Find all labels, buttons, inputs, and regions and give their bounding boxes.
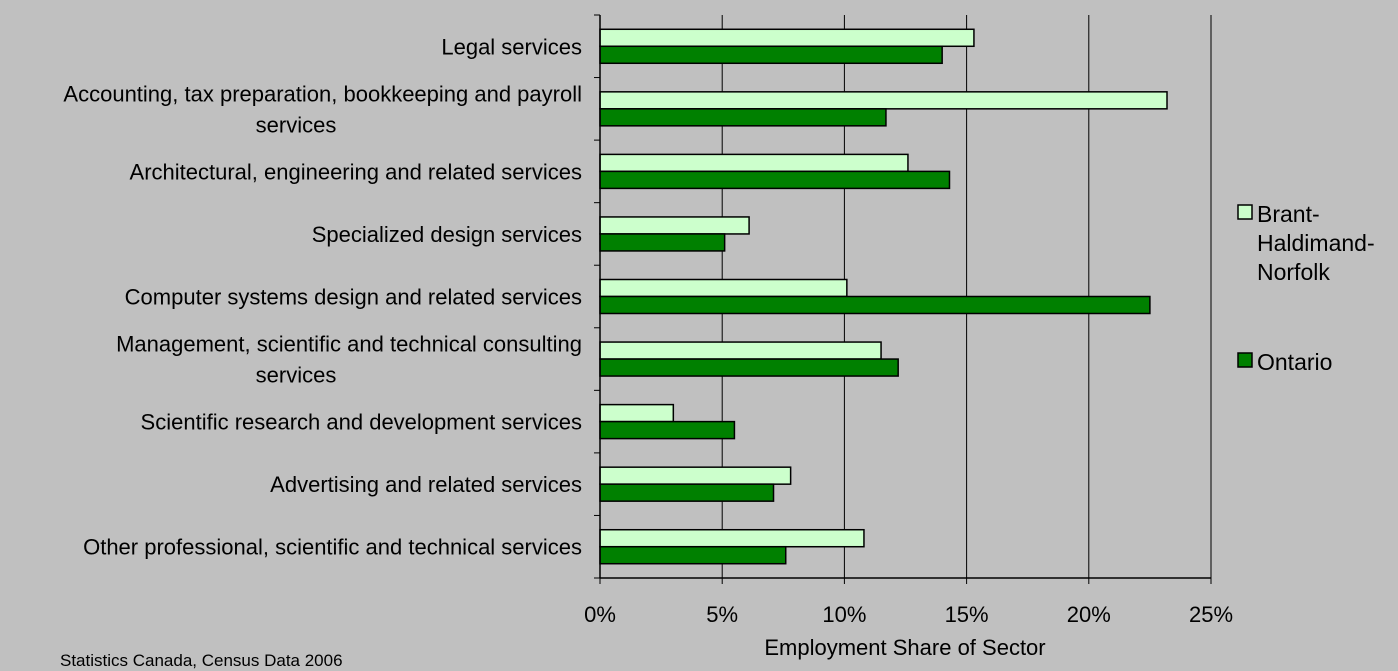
category-label: Other professional, scientific and techn… (83, 535, 582, 560)
legend-label: Brant- (1257, 201, 1320, 227)
bar-ontario (599, 170, 951, 190)
bar-ontario (599, 483, 775, 502)
bar-ontario (599, 545, 787, 565)
category-label: services (256, 112, 337, 137)
category-label: Scientific research and development serv… (141, 410, 582, 435)
bar-brant-haldimand-norfolk (599, 153, 909, 173)
bar-ontario (599, 358, 899, 377)
legend-swatch (1237, 204, 1253, 220)
bar-ontario (599, 295, 1151, 315)
tick-labels: 0% 5% 10% 15% 20% 25% (584, 602, 1233, 627)
category-label: Advertising and related services (270, 472, 582, 497)
legend-label: Ontario (1257, 349, 1332, 375)
bar-brant-haldimand-norfolk (599, 216, 750, 235)
x-tick-label: 5% (706, 602, 738, 627)
bars (599, 28, 1168, 565)
x-tick-label: 15% (945, 602, 989, 627)
x-tick-label: 20% (1067, 602, 1111, 627)
bar-ontario (599, 108, 887, 127)
category-labels: Legal services Accounting, tax preparatio… (63, 34, 582, 559)
legend: Brant- Haldimand- Norfolk Ontario (1237, 201, 1375, 375)
category-label: Architectural, engineering and related s… (130, 159, 582, 184)
bar-ontario (599, 233, 726, 252)
x-axis-title: Employment Share of Sector (764, 635, 1045, 660)
bar-brant-haldimand-norfolk (599, 528, 865, 548)
x-tick-label: 25% (1189, 602, 1233, 627)
bar-ontario (599, 420, 736, 440)
bar-ontario (599, 45, 943, 65)
x-tick-label: 10% (822, 602, 866, 627)
axes (594, 14, 1212, 584)
legend-label: Haldimand- (1257, 230, 1375, 256)
category-label: Legal services (441, 34, 582, 59)
legend-label: Norfolk (1257, 259, 1330, 285)
bar-brant-haldimand-norfolk (599, 341, 882, 360)
category-label: Management, scientific and technical con… (116, 332, 582, 357)
category-label: Accounting, tax preparation, bookkeeping… (63, 81, 582, 106)
category-label: Specialized design services (312, 222, 582, 247)
bar-brant-haldimand-norfolk (599, 466, 792, 485)
bar-brant-haldimand-norfolk (599, 28, 975, 48)
bar-brant-haldimand-norfolk (599, 403, 675, 423)
source-note: Statistics Canada, Census Data 2006 (60, 651, 343, 670)
category-label: Computer systems design and related serv… (125, 285, 582, 310)
bar-brant-haldimand-norfolk (599, 91, 1168, 110)
bar-brant-haldimand-norfolk (599, 278, 848, 298)
x-tick-label: 0% (584, 602, 616, 627)
category-label: services (256, 363, 337, 388)
legend-swatch (1237, 352, 1253, 368)
